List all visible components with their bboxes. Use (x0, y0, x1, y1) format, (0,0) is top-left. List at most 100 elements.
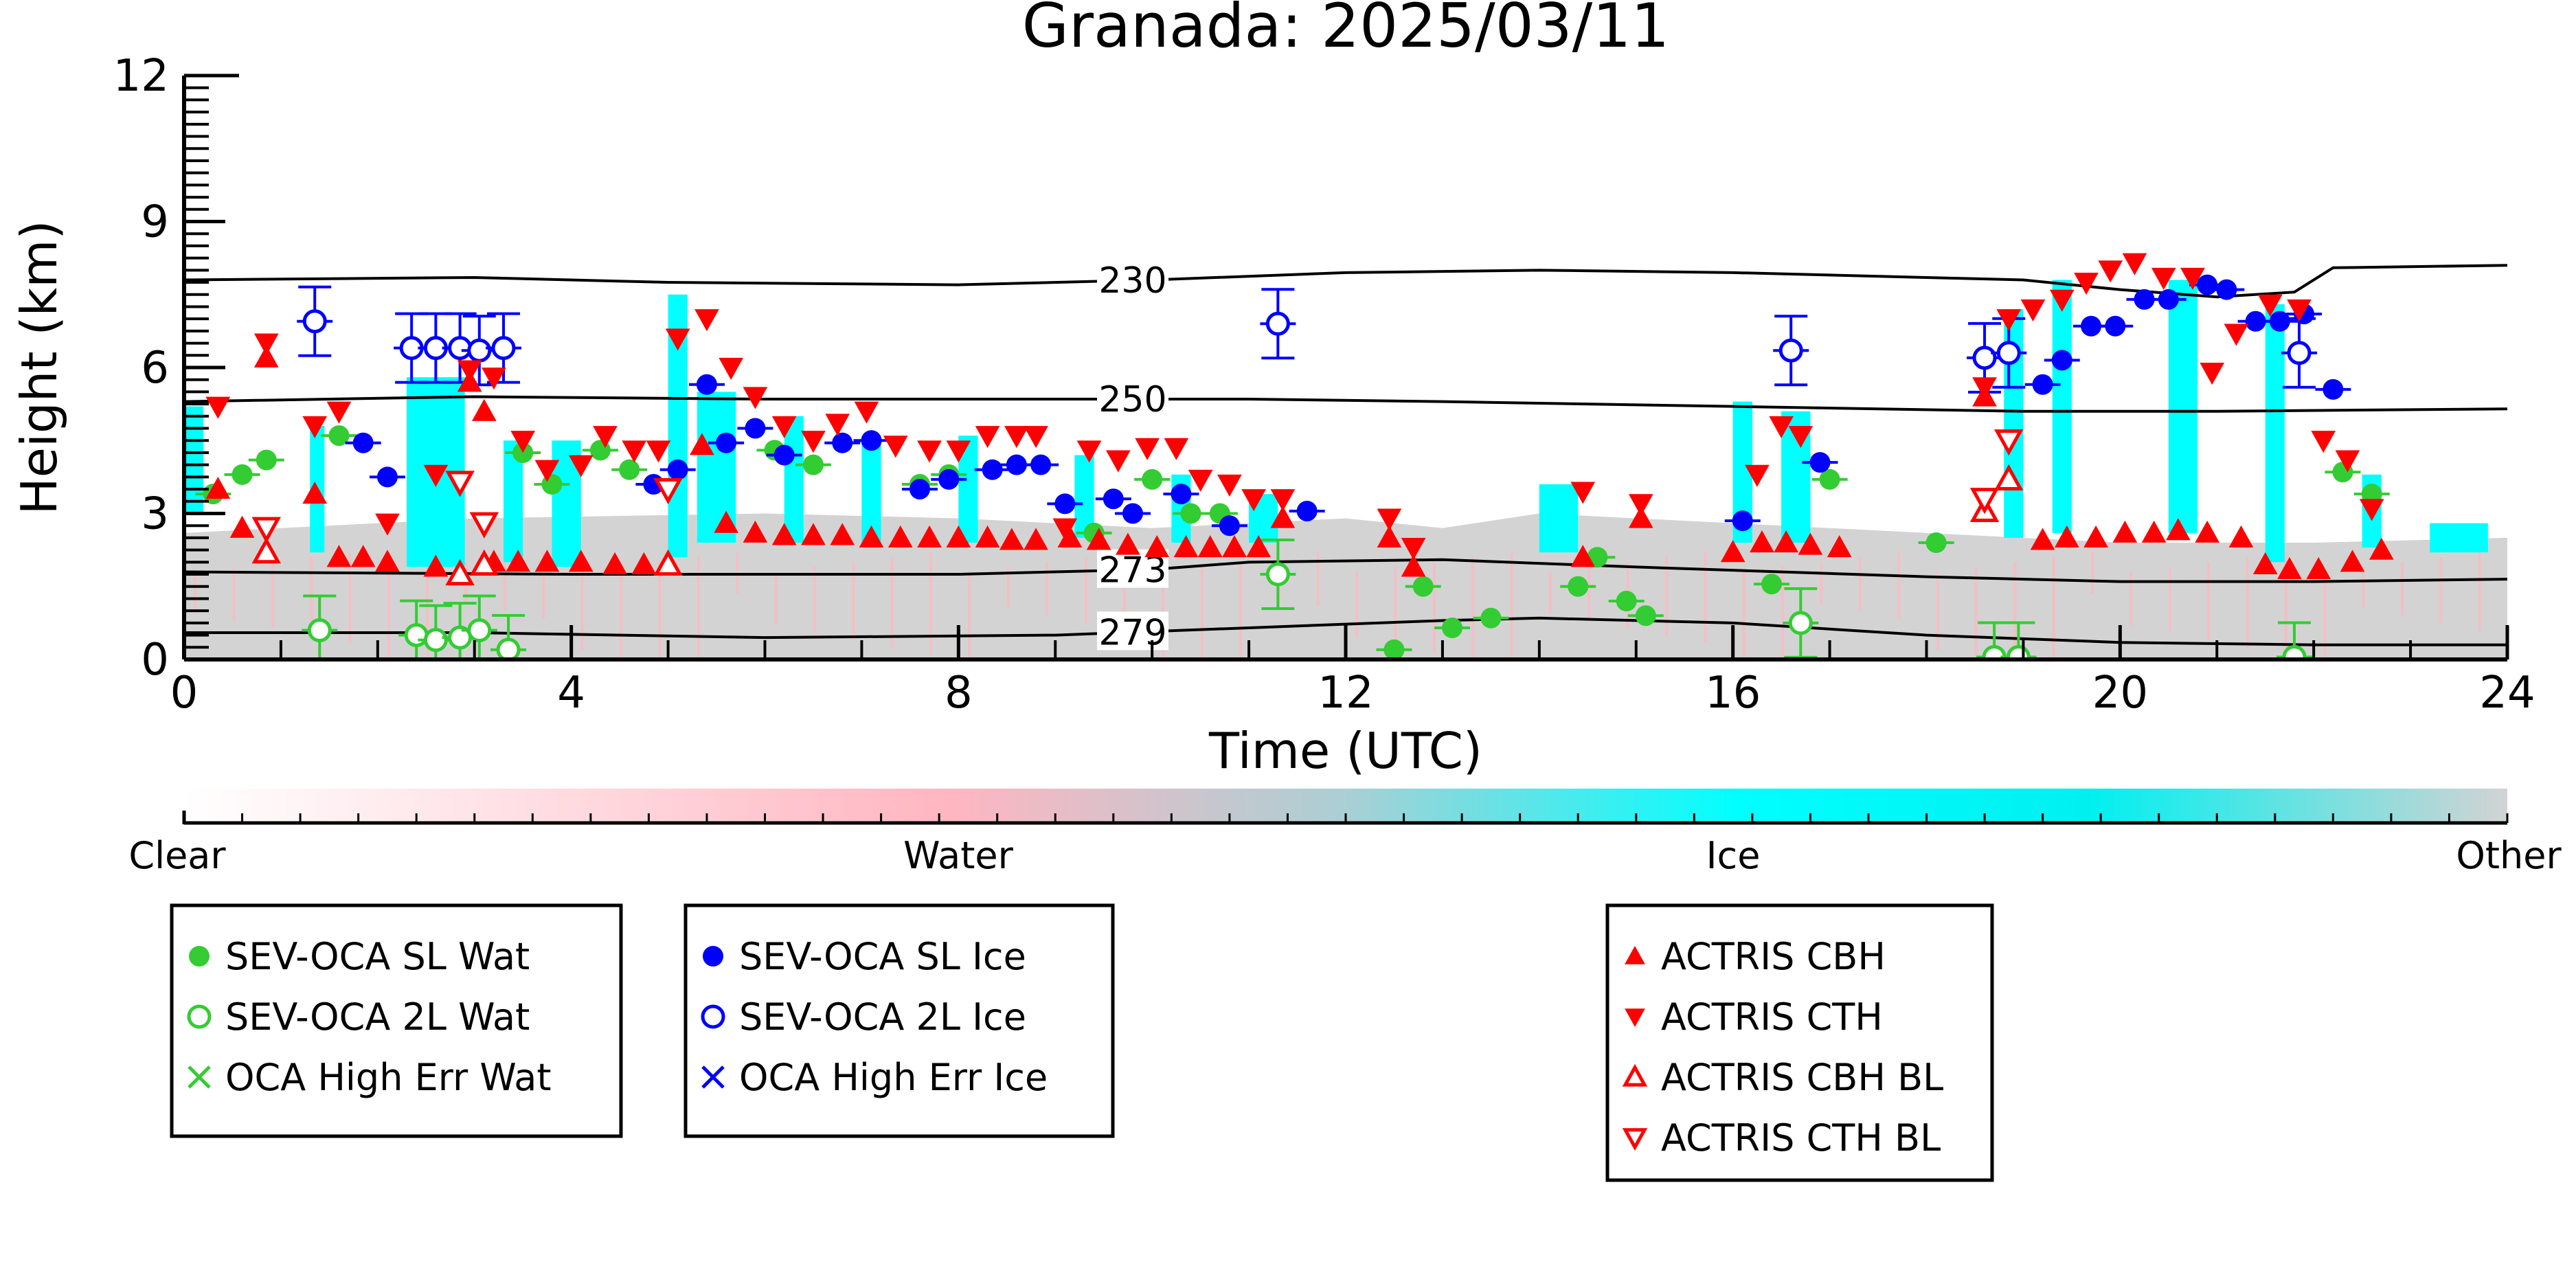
water-streak (2284, 552, 2287, 656)
data-point (256, 449, 277, 471)
data-point (2105, 315, 2126, 337)
data-point (1750, 530, 1774, 553)
data-point (982, 459, 1003, 480)
data-point (1144, 535, 1170, 558)
data-point (404, 623, 429, 648)
colorbar-ticks (183, 813, 2509, 823)
legend-item: ACTRIS CTH (1625, 995, 1883, 1039)
water-streak (1394, 567, 1397, 646)
data-point (631, 552, 657, 574)
y-axis-label: Height (km) (10, 221, 68, 515)
data-point (1241, 489, 1266, 512)
legend-marker (187, 1004, 212, 1029)
isotherm-label-bg (1096, 260, 1168, 299)
water-streak (2439, 557, 2443, 624)
water-streak (968, 572, 971, 659)
data-point (2216, 279, 2237, 300)
ice-cloud-patch (861, 436, 881, 543)
water-streak (1897, 552, 1901, 619)
data-point (1142, 468, 1163, 490)
water-streak (1742, 572, 1745, 659)
data-point (469, 549, 499, 576)
water-streak (1548, 572, 1552, 613)
legend-label: SEV-OCA 2L Wat (225, 995, 530, 1039)
data-point (302, 309, 327, 334)
data-point (1480, 607, 1502, 629)
water-streak (1820, 562, 1823, 604)
legend-marker (701, 1065, 725, 1089)
y-tick-label: 6 (141, 343, 169, 394)
water-streak (852, 562, 855, 641)
water-streak (1200, 567, 1204, 659)
water-streak (1432, 562, 1436, 653)
data-point (975, 426, 1000, 449)
data-point (1188, 469, 1213, 492)
data-point (423, 464, 449, 487)
data-point (2269, 310, 2290, 332)
data-point (1969, 488, 2000, 515)
ice-cloud-patch (2052, 280, 2072, 533)
data-point (2323, 379, 2344, 400)
data-point (653, 477, 683, 505)
data-point (622, 440, 647, 463)
water-streak (1665, 557, 1669, 636)
data-point (2228, 525, 2254, 548)
legend-marker (1625, 945, 1645, 964)
data-point (1996, 341, 2021, 365)
legend-box-0: SEV-OCA SL Wat SEV-OCA 2L Wat OCA High Err… (170, 903, 623, 1138)
data-point (1024, 528, 1048, 550)
water-streak (580, 572, 584, 651)
data-point (326, 545, 352, 567)
legend-label: ACTRIS CBH BL (1661, 1056, 1943, 1099)
data-point (1086, 528, 1111, 550)
data-point (1197, 535, 1223, 558)
data-point (445, 471, 475, 497)
data-point (1994, 464, 2024, 491)
data-point (1412, 576, 1434, 597)
data-point (696, 374, 717, 395)
data-point (1996, 309, 2022, 332)
data-point (482, 368, 506, 390)
data-point (2287, 341, 2312, 365)
data-point (888, 525, 913, 548)
legend-marker (1622, 1063, 1648, 1087)
water-streak (271, 562, 274, 629)
series-2 (345, 274, 2351, 536)
ice-cloud-patch (2430, 523, 2488, 553)
data-point (771, 523, 797, 545)
data-point (253, 345, 279, 368)
data-point (917, 525, 942, 548)
data-point (883, 436, 908, 458)
ice-cloud-patch (784, 416, 804, 543)
data-point (251, 517, 282, 543)
data-point (1925, 532, 1947, 553)
water-streak (1936, 572, 1939, 651)
x-tick-label: 24 (2479, 668, 2535, 719)
data-point (302, 482, 328, 504)
data-point (302, 416, 328, 439)
y-tick-label: 0 (141, 635, 169, 686)
data-point (2197, 274, 2218, 295)
water-streak (2362, 567, 2365, 609)
isotherm-line (184, 395, 2507, 413)
data-point (506, 550, 531, 572)
data-point (1171, 484, 1192, 505)
data-point (946, 440, 971, 463)
data-point (1296, 500, 1318, 521)
water-streak (2400, 562, 2404, 616)
legend-marker (1625, 1008, 1645, 1028)
axes: 0 3 6 9 12 0 4 8 12 16 20 24 (113, 51, 2535, 719)
colorbar: Clear Water Ice Other (128, 789, 2562, 877)
data-point (1798, 532, 1823, 555)
data-point (376, 466, 398, 488)
y-tick-label: 9 (141, 197, 169, 248)
water-streak (1239, 562, 1242, 659)
water-streak (1122, 552, 1126, 631)
data-point (1006, 454, 1027, 475)
data-point (534, 460, 560, 482)
data-point (854, 401, 879, 424)
data-point (2369, 537, 2394, 560)
data-point (2032, 374, 2053, 395)
data-point (1635, 605, 1656, 626)
